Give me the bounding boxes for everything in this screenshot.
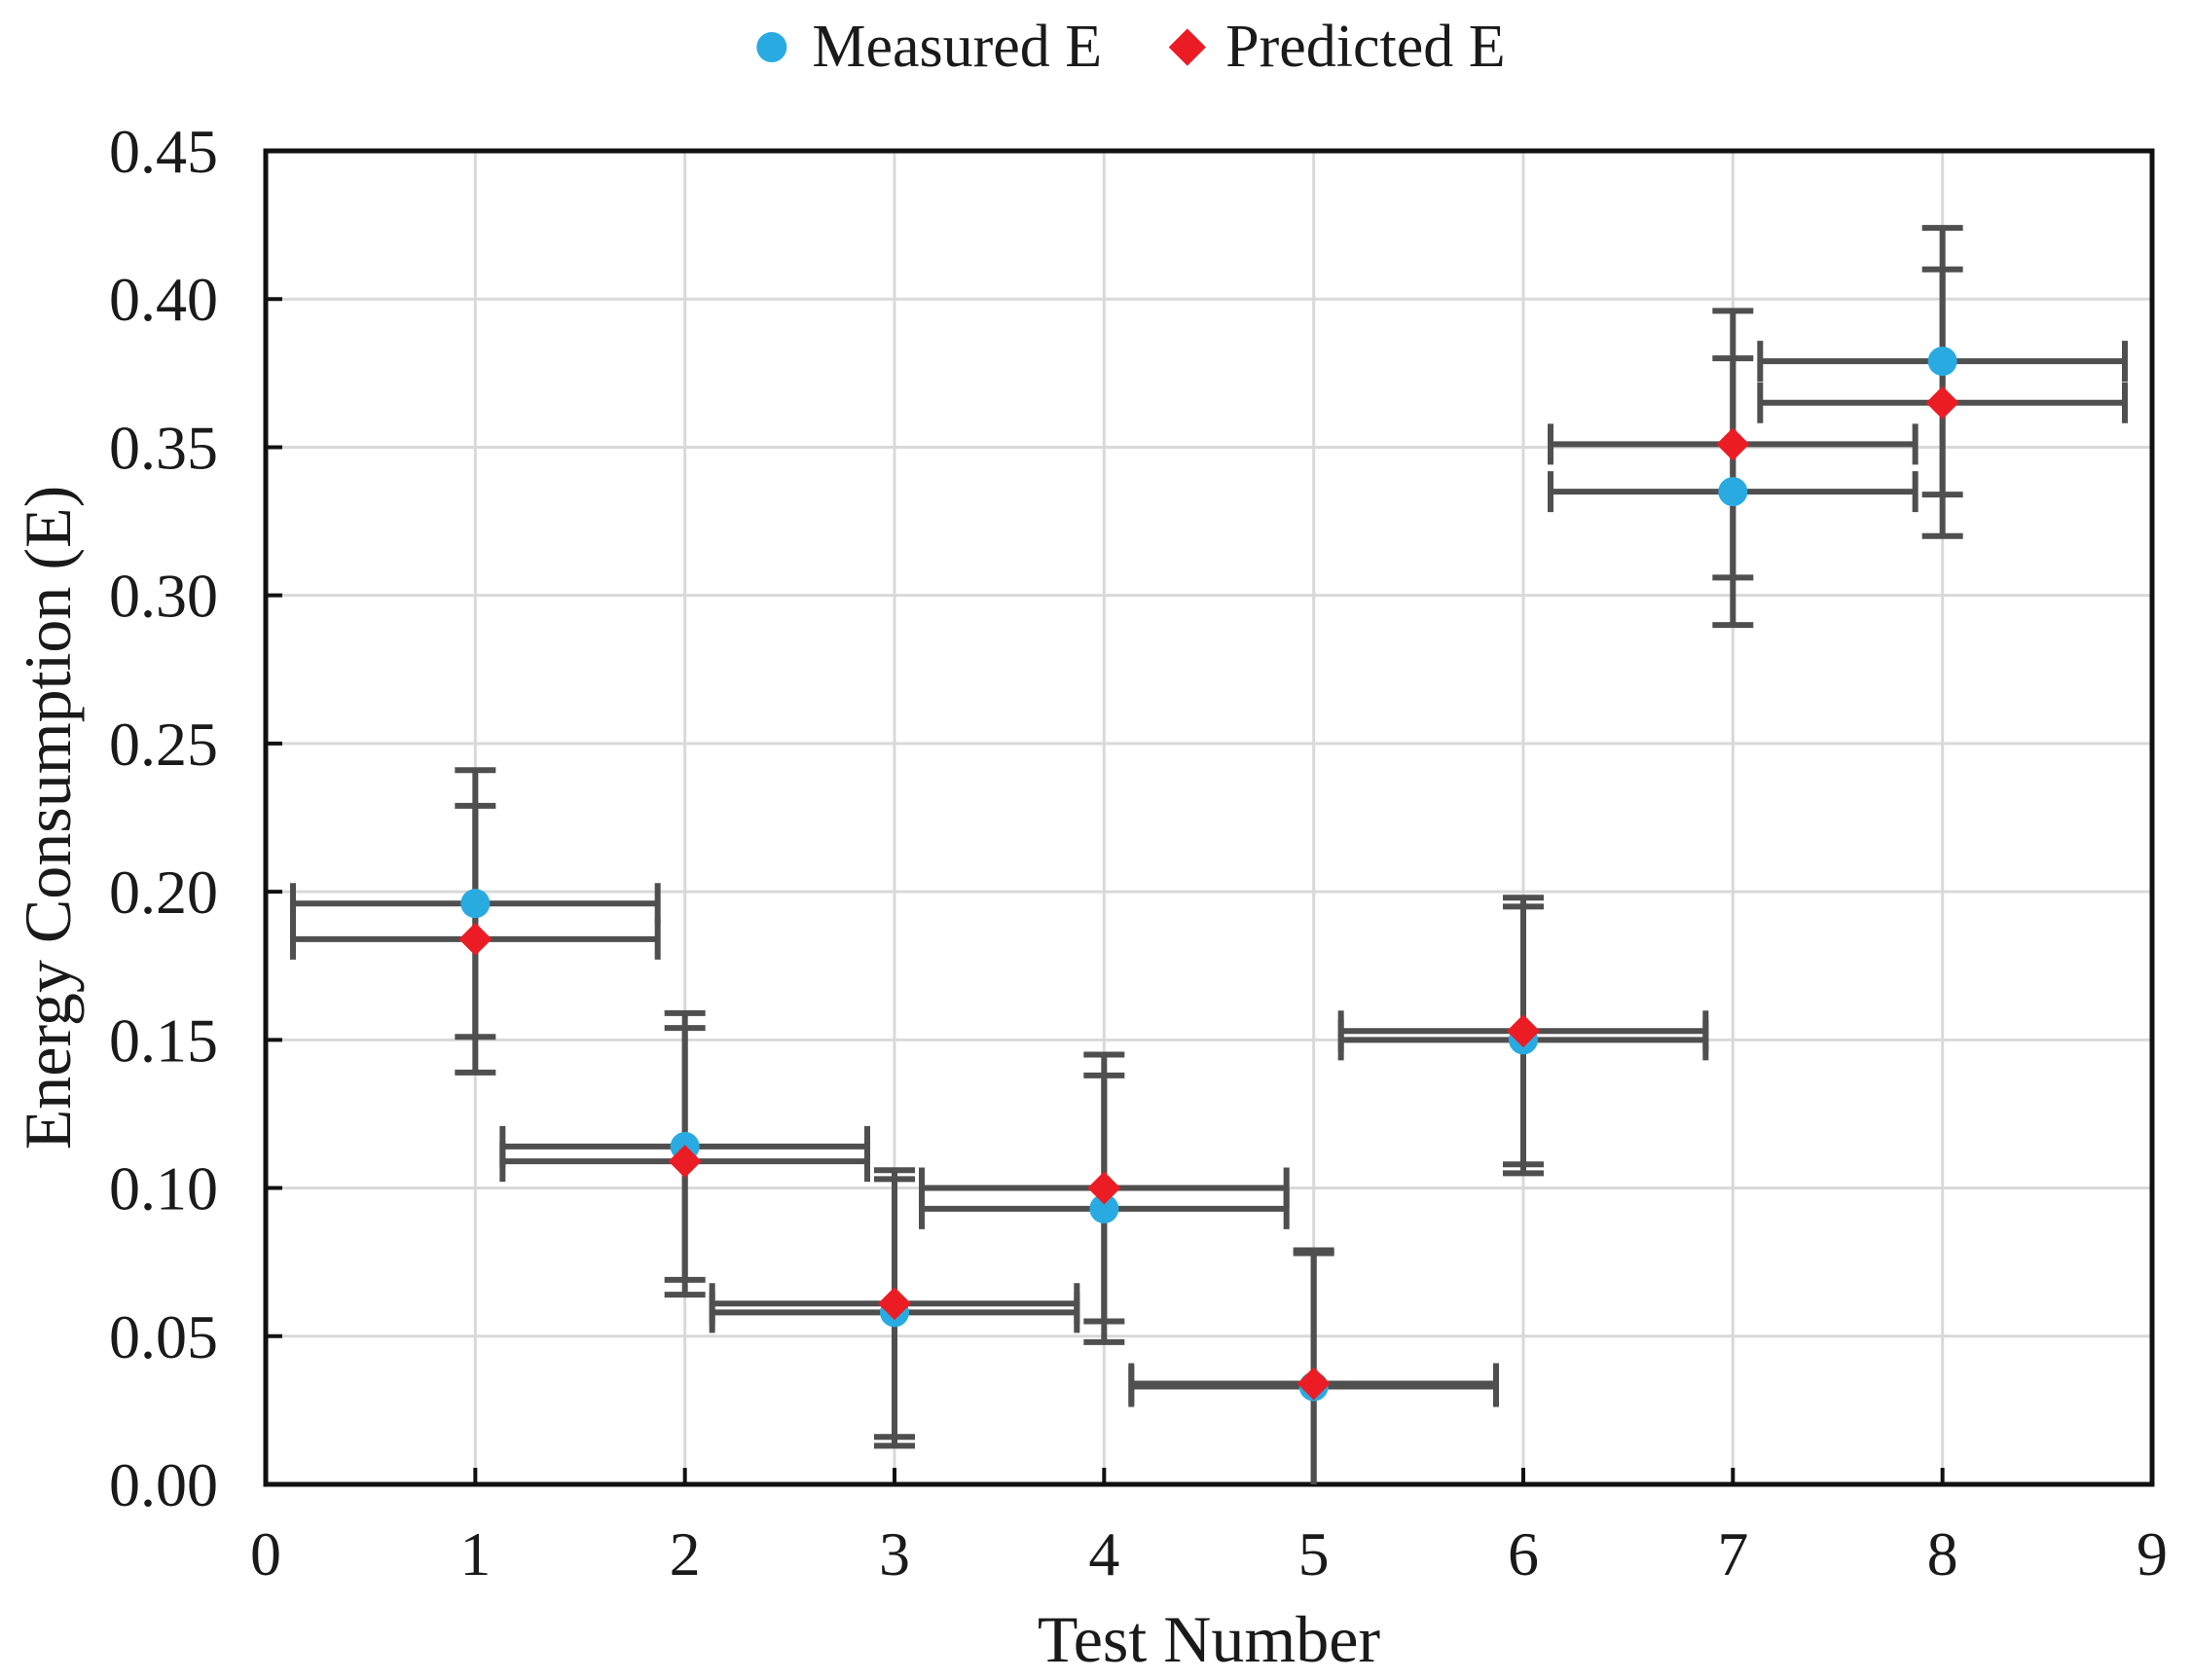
y-tick-label: 0.00: [109, 1450, 218, 1519]
legend: Measured E Predicted E: [756, 8, 1506, 86]
legend-label-predicted: Predicted E: [1225, 14, 1506, 80]
x-tick-label: 9: [2137, 1519, 2168, 1589]
y-tick-label: 0.25: [109, 710, 218, 779]
data-point-measured: [1089, 1193, 1119, 1223]
data-point-predicted: [1087, 1171, 1121, 1205]
data-point-measured: [1927, 347, 1957, 377]
x-tick-label: 5: [1298, 1519, 1330, 1589]
legend-label-measured: Measured E: [812, 14, 1103, 80]
x-tick-label: 0: [250, 1519, 281, 1589]
x-tick-label: 2: [670, 1519, 701, 1589]
data-point-measured: [1718, 477, 1748, 507]
measured-circle-icon: [756, 31, 787, 62]
data-point-predicted: [668, 1145, 702, 1179]
plot-frame: [263, 148, 2155, 1487]
y-axis-title: Energy Consumption (E): [11, 486, 85, 1150]
plot-border: [263, 148, 2155, 1487]
x-tick-label: 3: [879, 1519, 910, 1589]
data-point-predicted: [1297, 1367, 1331, 1401]
y-tick-label: 0.20: [109, 858, 218, 927]
axis-ticks: [264, 149, 2154, 1486]
x-axis-title: Test Number: [1038, 1602, 1381, 1676]
y-tick-label: 0.40: [109, 265, 218, 334]
error-bars: [289, 225, 2129, 1484]
data-point-predicted: [1925, 385, 1959, 420]
legend-item-measured: Measured E: [756, 8, 1102, 86]
y-tick-label: 0.10: [109, 1154, 218, 1223]
data-point-predicted: [1716, 427, 1750, 461]
y-tick-label: 0.05: [109, 1302, 218, 1371]
x-tick-label: 7: [1717, 1519, 1748, 1589]
data-markers: [458, 347, 1959, 1402]
data-point-predicted: [1507, 1014, 1540, 1048]
data-point-predicted: [878, 1287, 911, 1321]
predicted-diamond-icon: [1168, 27, 1206, 66]
tick-labels: 0 1 2 3 4 5 6 7 8 9 0.00 0.05 0.10 0.15 0.20 0.25 0.30 0.…: [109, 117, 2168, 1589]
data-point-measured: [460, 889, 491, 919]
y-tick-label: 0.15: [109, 1005, 218, 1075]
legend-item-predicted: Predicted E: [1168, 8, 1506, 86]
y-tick-label: 0.30: [109, 562, 218, 631]
x-tick-label: 8: [1927, 1519, 1958, 1589]
gridlines: [266, 151, 2152, 1484]
y-tick-label: 0.45: [109, 117, 218, 186]
y-tick-label: 0.35: [109, 413, 218, 482]
x-tick-label: 1: [459, 1519, 491, 1589]
x-tick-label: 4: [1088, 1519, 1119, 1589]
x-tick-label: 6: [1508, 1519, 1539, 1589]
data-point-predicted: [458, 922, 493, 956]
